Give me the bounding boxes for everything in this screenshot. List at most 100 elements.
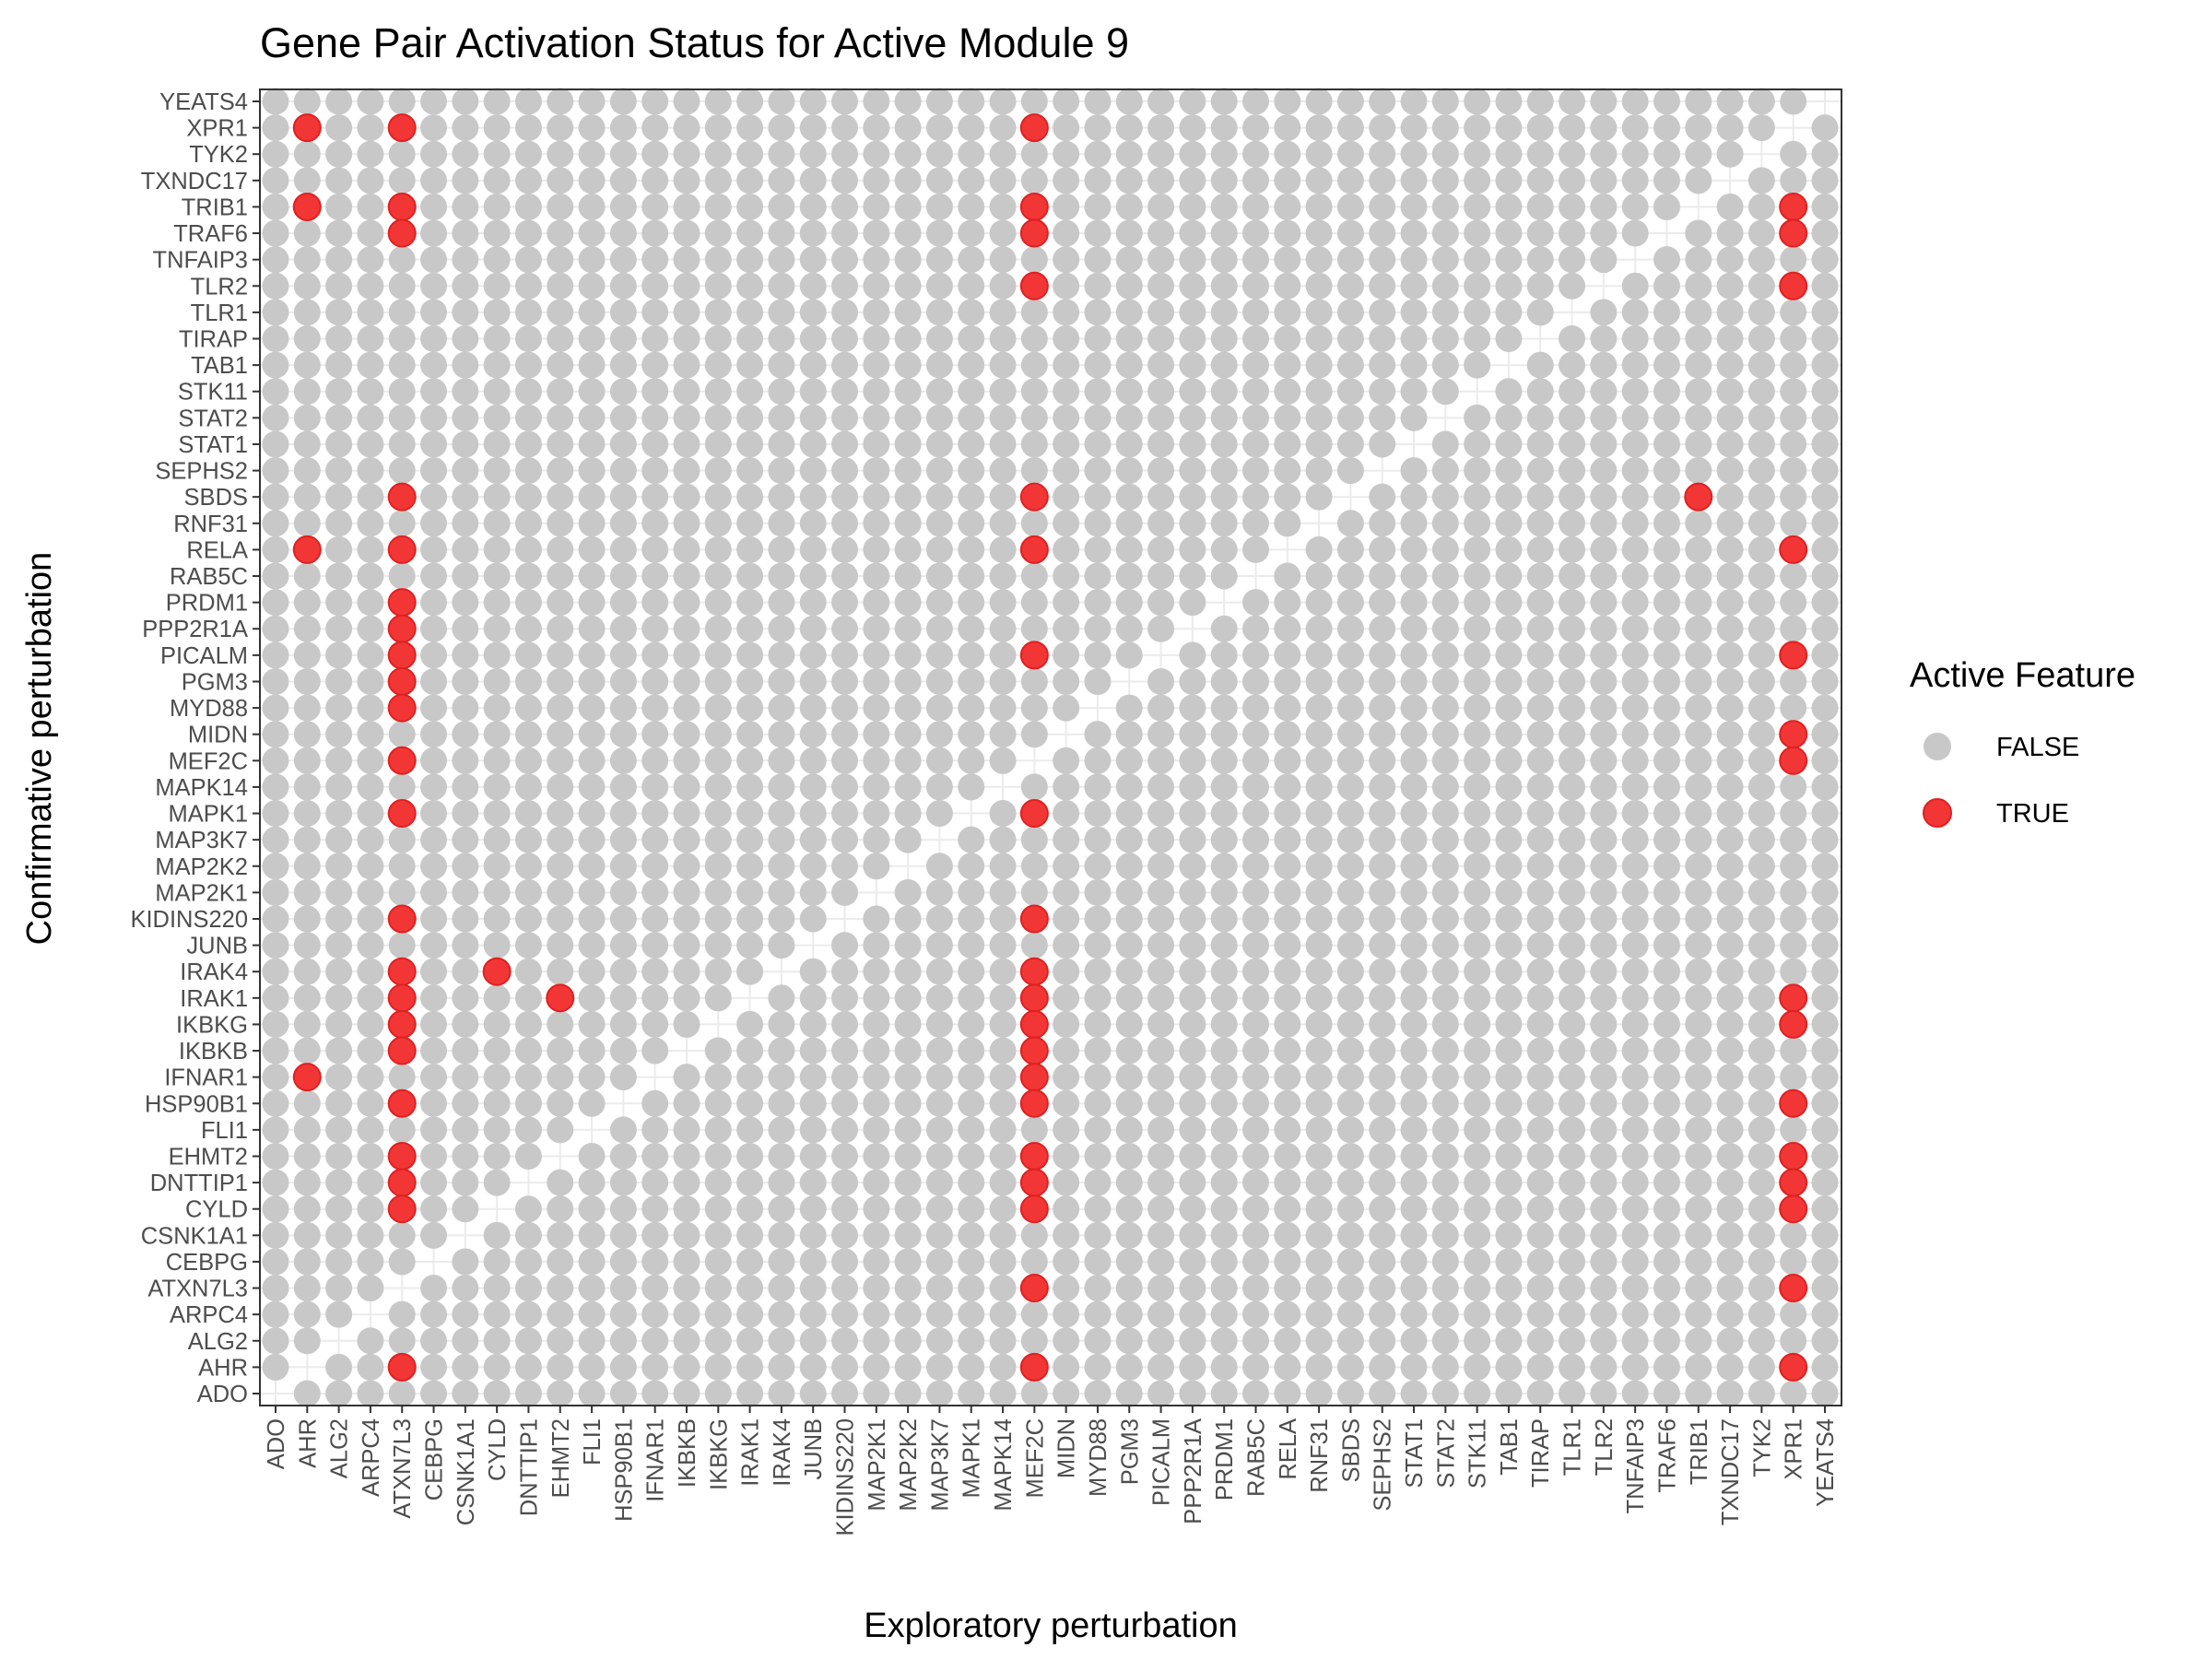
point-false (673, 615, 700, 642)
point-false (799, 246, 827, 274)
point-false (1053, 1169, 1080, 1196)
point-false (1115, 721, 1143, 748)
point-false (262, 325, 289, 353)
point-false (1780, 1064, 1807, 1091)
point-false (1747, 272, 1775, 300)
point-false (1053, 800, 1080, 828)
point-false (578, 694, 606, 722)
point-false (262, 800, 289, 828)
point-false (1716, 430, 1744, 458)
point-false (1464, 1380, 1491, 1407)
point-false (1780, 562, 1807, 590)
point-false (1653, 299, 1680, 326)
point-false (799, 1327, 827, 1355)
point-false (420, 1037, 448, 1065)
point-false (925, 510, 953, 537)
point-false (262, 351, 289, 379)
point-false (1274, 1221, 1301, 1249)
point-false (483, 800, 511, 828)
point-false (1747, 1380, 1775, 1407)
point-false (1431, 193, 1459, 220)
point-false (262, 535, 289, 563)
point-false (1559, 1327, 1586, 1355)
point-false (514, 193, 542, 220)
point-false (1179, 984, 1206, 1012)
point-false (1685, 430, 1712, 458)
point-false (958, 1142, 985, 1170)
point-false (483, 589, 511, 617)
point-false (262, 773, 289, 801)
point-false (1590, 800, 1618, 828)
point-false (1621, 1037, 1649, 1065)
point-false (609, 1221, 637, 1249)
point-false (1811, 1275, 1839, 1302)
point-false (1053, 1221, 1080, 1249)
point-false (1716, 272, 1744, 300)
point-false (547, 853, 574, 880)
point-false (483, 878, 511, 906)
point-false (1115, 1248, 1143, 1276)
point-false (547, 299, 574, 326)
point-false (1020, 721, 1048, 748)
point-false (514, 483, 542, 511)
point-false (1115, 351, 1143, 379)
point-false (420, 641, 448, 669)
point-false (768, 351, 795, 379)
point-false (420, 535, 448, 563)
point-false (1495, 430, 1523, 458)
point-false (1621, 1195, 1649, 1223)
point-false (1495, 535, 1523, 563)
point-false (768, 747, 795, 774)
point-false (894, 1248, 922, 1276)
point-false (1495, 562, 1523, 590)
point-false (1747, 114, 1775, 142)
point-false (1210, 457, 1238, 485)
point-false (1685, 800, 1712, 828)
point-false (1431, 299, 1459, 326)
point-true (1019, 1088, 1049, 1118)
point-false (894, 535, 922, 563)
point-false (894, 88, 922, 115)
point-false (1179, 219, 1206, 247)
point-false (1336, 1327, 1364, 1355)
point-false (1115, 905, 1143, 933)
point-false (1559, 826, 1586, 853)
point-false (958, 878, 985, 906)
point-false (483, 88, 511, 115)
point-false (1274, 351, 1301, 379)
point-false (1590, 853, 1618, 880)
point-false (1053, 984, 1080, 1012)
point-false (1431, 457, 1459, 485)
point-false (1495, 1195, 1523, 1223)
point-false (831, 773, 859, 801)
point-false (1241, 140, 1269, 168)
point-false (1305, 853, 1333, 880)
y-tick-label: ADO (197, 1382, 248, 1407)
point-false (293, 721, 321, 748)
point-false (1464, 351, 1491, 379)
point-true (387, 1194, 417, 1224)
point-false (863, 1010, 890, 1038)
point-false (1400, 984, 1428, 1012)
y-tick-label: STAT2 (178, 406, 248, 431)
point-false (1621, 562, 1649, 590)
point-false (325, 1116, 353, 1144)
point-false (514, 351, 542, 379)
point-false (831, 1169, 859, 1196)
point-false (1369, 1327, 1396, 1355)
point-false (578, 1327, 606, 1355)
point-false (609, 1064, 637, 1091)
point-false (1053, 457, 1080, 485)
point-false (1305, 1353, 1333, 1381)
y-tick-label: SBDS (184, 485, 248, 511)
point-false (1053, 905, 1080, 933)
point-false (641, 299, 669, 326)
point-false (1464, 1064, 1491, 1091)
point-false (641, 114, 669, 142)
point-false (293, 351, 321, 379)
point-false (641, 167, 669, 194)
point-false (736, 1327, 764, 1355)
point-false (420, 1275, 448, 1302)
point-false (1084, 1037, 1112, 1065)
point-false (357, 667, 384, 695)
